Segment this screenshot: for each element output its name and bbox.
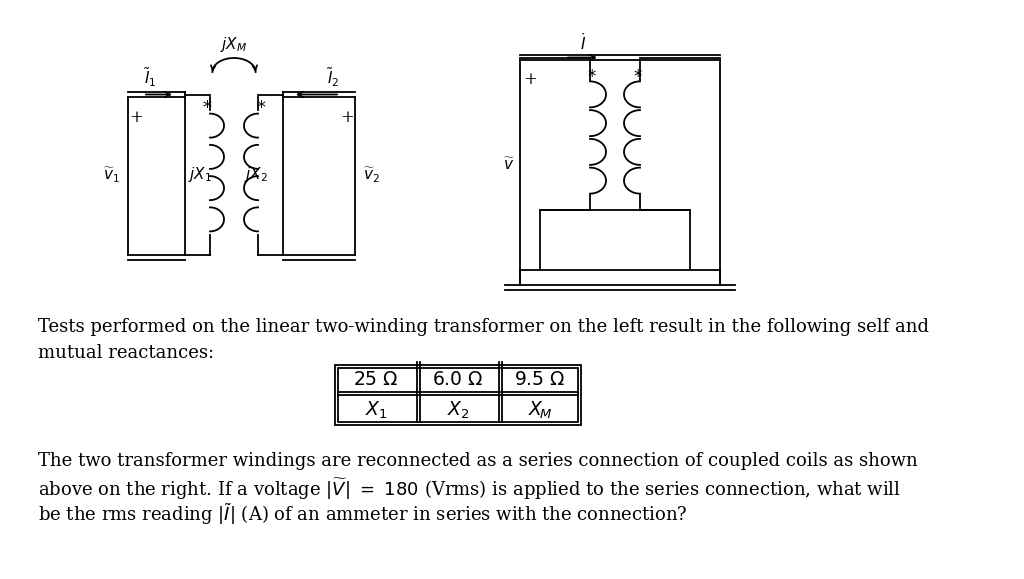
Text: above on the right. If a voltage $|\widetilde{V}|\ =\ 180$ (Vrms) is applied to : above on the right. If a voltage $|\wide… (38, 477, 901, 502)
Text: *: * (256, 99, 265, 117)
Bar (338, 368, 578, 422)
Text: $\dot{I}$: $\dot{I}$ (580, 32, 586, 53)
Text: $X_{\!M}$: $X_{\!M}$ (527, 400, 552, 421)
Text: The two transformer windings are reconnected as a series connection of coupled c: The two transformer windings are reconne… (38, 452, 918, 470)
Text: +: + (129, 108, 143, 126)
Text: $25\ \Omega$: $25\ \Omega$ (353, 371, 398, 389)
Text: $\widetilde{I}_1$: $\widetilde{I}_1$ (143, 67, 157, 89)
Bar (540, 210, 690, 270)
Text: $X_1$: $X_1$ (365, 400, 387, 421)
Text: $\widetilde{v}_1$: $\widetilde{v}_1$ (103, 166, 120, 185)
Text: $\widetilde{I}_2$: $\widetilde{I}_2$ (327, 67, 339, 89)
Text: $6.0\ \Omega$: $6.0\ \Omega$ (432, 371, 483, 389)
Text: +: + (340, 108, 354, 126)
Text: $9.5\ \Omega$: $9.5\ \Omega$ (514, 371, 566, 389)
Text: $\widetilde{v}$: $\widetilde{v}$ (503, 157, 515, 173)
Text: +: + (523, 71, 537, 89)
Text: *: * (634, 68, 642, 86)
Text: *: * (588, 68, 596, 86)
Text: $jX_M$: $jX_M$ (220, 35, 248, 54)
Text: $jX_1$: $jX_1$ (188, 166, 212, 185)
Text: mutual reactances:: mutual reactances: (38, 344, 214, 362)
Text: be the rms reading $|\widetilde{I}|$ (A) of an ammeter in series with the connec: be the rms reading $|\widetilde{I}|$ (A)… (38, 502, 688, 527)
Text: *: * (203, 99, 212, 117)
Text: $\widetilde{v}_2$: $\widetilde{v}_2$ (362, 166, 380, 185)
Text: $jX_2$: $jX_2$ (244, 166, 268, 185)
Text: $X_2$: $X_2$ (446, 400, 469, 421)
Text: Tests performed on the linear two-winding transformer on the left result in the : Tests performed on the linear two-windin… (38, 318, 929, 336)
Bar (335, 365, 581, 425)
